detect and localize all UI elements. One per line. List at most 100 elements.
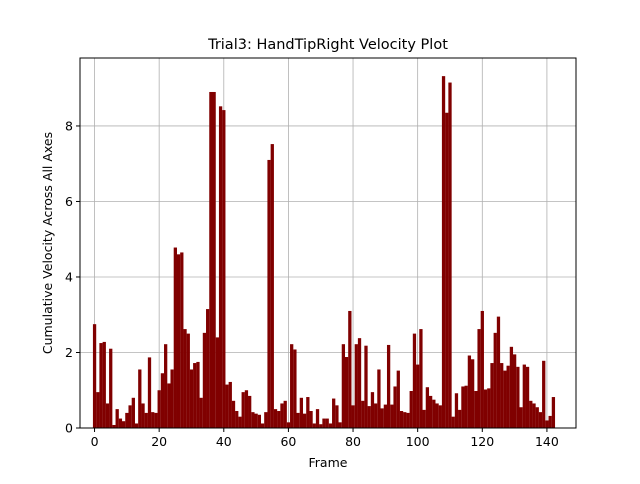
bar bbox=[357, 338, 362, 428]
bar bbox=[454, 393, 459, 428]
bar bbox=[157, 390, 161, 428]
bar bbox=[500, 363, 504, 428]
chart-title: Trial3: HandTipRight Velocity Plot bbox=[207, 37, 448, 53]
bar bbox=[312, 423, 316, 428]
bar bbox=[128, 405, 132, 428]
bar bbox=[335, 405, 339, 428]
bar bbox=[470, 359, 475, 428]
bar bbox=[202, 332, 207, 428]
bar bbox=[280, 403, 284, 428]
bar bbox=[209, 91, 213, 429]
bar bbox=[483, 389, 488, 428]
bar bbox=[545, 420, 549, 428]
bar bbox=[393, 386, 397, 428]
bar bbox=[264, 412, 268, 428]
bar bbox=[215, 337, 219, 428]
bar bbox=[441, 76, 446, 429]
bar bbox=[302, 413, 307, 428]
bar bbox=[241, 392, 245, 428]
bar bbox=[328, 423, 333, 428]
bar bbox=[535, 407, 539, 428]
bar bbox=[474, 391, 478, 428]
bar bbox=[467, 355, 472, 428]
bar bbox=[141, 403, 145, 428]
bar bbox=[448, 82, 452, 428]
bar bbox=[406, 412, 410, 428]
bar bbox=[351, 405, 355, 428]
bar bbox=[296, 412, 300, 428]
bar bbox=[257, 414, 262, 428]
bar bbox=[325, 418, 329, 428]
bar bbox=[522, 364, 526, 428]
x-tick-label: 100 bbox=[406, 434, 430, 449]
bar bbox=[364, 345, 368, 428]
bar bbox=[361, 400, 365, 428]
bar bbox=[299, 397, 304, 428]
y-tick-label: 2 bbox=[65, 345, 73, 360]
bar bbox=[416, 364, 420, 428]
bar bbox=[118, 418, 123, 428]
bar bbox=[273, 409, 278, 428]
bar bbox=[428, 395, 433, 428]
bar bbox=[125, 412, 129, 428]
bar bbox=[92, 324, 97, 428]
bar bbox=[309, 411, 313, 428]
bar bbox=[144, 412, 148, 428]
bar bbox=[409, 391, 413, 428]
bar bbox=[367, 406, 371, 428]
bar bbox=[193, 363, 197, 428]
bar bbox=[283, 400, 287, 428]
bar bbox=[225, 384, 229, 428]
bar bbox=[270, 144, 274, 428]
bar bbox=[167, 383, 171, 428]
bar bbox=[319, 424, 323, 428]
bar bbox=[154, 412, 158, 428]
bar bbox=[551, 397, 556, 428]
x-tick-label: 40 bbox=[216, 434, 232, 449]
bar bbox=[286, 422, 291, 428]
bar bbox=[386, 344, 391, 428]
y-tick-label: 0 bbox=[65, 421, 73, 436]
bar bbox=[338, 422, 342, 428]
bar bbox=[96, 392, 100, 428]
bar bbox=[435, 403, 439, 428]
bar bbox=[370, 392, 375, 428]
x-tick-label: 60 bbox=[280, 434, 296, 449]
bar bbox=[383, 404, 388, 428]
bar bbox=[354, 344, 358, 428]
bar bbox=[206, 309, 210, 428]
bar bbox=[131, 397, 135, 428]
bar bbox=[222, 110, 226, 428]
bar bbox=[390, 404, 394, 428]
x-tick-label: 120 bbox=[470, 434, 494, 449]
bar bbox=[290, 344, 294, 428]
bar bbox=[251, 412, 255, 428]
x-tick-label: 0 bbox=[91, 434, 99, 449]
bar bbox=[105, 403, 110, 428]
bar bbox=[412, 333, 417, 428]
bar bbox=[490, 363, 494, 428]
bar bbox=[374, 403, 378, 428]
x-tick-label: 80 bbox=[345, 434, 361, 449]
bars bbox=[92, 76, 556, 429]
bar bbox=[212, 91, 216, 429]
bar bbox=[322, 418, 326, 428]
x-tick-label: 20 bbox=[151, 434, 167, 449]
bar bbox=[548, 415, 552, 428]
bar bbox=[218, 106, 223, 428]
bar bbox=[529, 400, 533, 428]
bar bbox=[525, 366, 530, 428]
bar bbox=[170, 369, 174, 428]
bar bbox=[348, 310, 352, 428]
bar bbox=[102, 341, 106, 428]
bar bbox=[99, 343, 103, 428]
y-tick-label: 4 bbox=[65, 269, 73, 284]
axis-ticks: 0 20 40 60 80 100 120 140 0 2 4 6 8 bbox=[65, 118, 559, 449]
bar bbox=[315, 409, 320, 428]
bar bbox=[186, 333, 190, 428]
bar bbox=[180, 252, 184, 428]
bar bbox=[438, 405, 442, 428]
